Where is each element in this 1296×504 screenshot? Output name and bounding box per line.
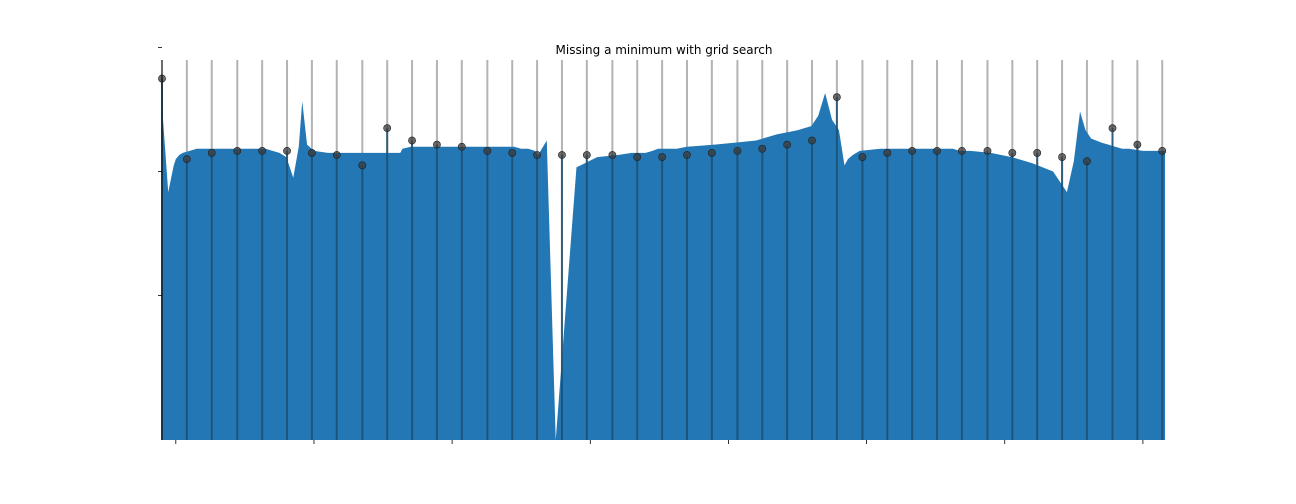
sample-point [582, 151, 591, 159]
sample-point [233, 146, 242, 155]
sample-grid-lines-over-fill [161, 78, 1164, 440]
sample-point [483, 146, 492, 155]
sample-point [1008, 149, 1017, 157]
sample-point [758, 144, 767, 153]
sample-point [332, 151, 341, 159]
axes [158, 47, 1144, 444]
sample-point [608, 151, 617, 159]
sample-point [408, 136, 416, 145]
sample-point [1058, 153, 1066, 161]
sample-point [1133, 140, 1142, 149]
sample-point [958, 146, 966, 155]
sample-point [658, 153, 667, 161]
sample-point [182, 155, 191, 164]
sample-point [258, 146, 267, 155]
sample-point [307, 149, 316, 157]
sample-points [158, 74, 1167, 170]
sample-point [733, 146, 742, 155]
sample-point [1108, 124, 1117, 133]
sample-point [883, 149, 892, 157]
sample-point [683, 151, 691, 159]
sample-point [457, 142, 466, 151]
plot-area [158, 47, 1167, 444]
sample-point [808, 136, 816, 145]
sample-point [858, 153, 867, 161]
chart-title: Missing a minimum with grid search [556, 43, 773, 57]
sample-point [433, 140, 441, 149]
sample-point [383, 124, 392, 133]
sample-point [832, 93, 841, 102]
sample-point [1158, 146, 1167, 155]
sample-point [633, 153, 642, 161]
sample-point [558, 151, 566, 159]
sample-point [933, 146, 941, 155]
sample-point [1083, 157, 1091, 166]
sample-point [283, 146, 291, 155]
sample-point [508, 149, 517, 157]
sample-point [1033, 149, 1042, 157]
sample-point [533, 151, 541, 159]
sample-point [207, 149, 216, 157]
sample-point [783, 140, 792, 149]
sample-point [707, 149, 716, 157]
sample-point [358, 161, 367, 170]
sample-point [983, 146, 992, 155]
sample-point [908, 146, 917, 155]
